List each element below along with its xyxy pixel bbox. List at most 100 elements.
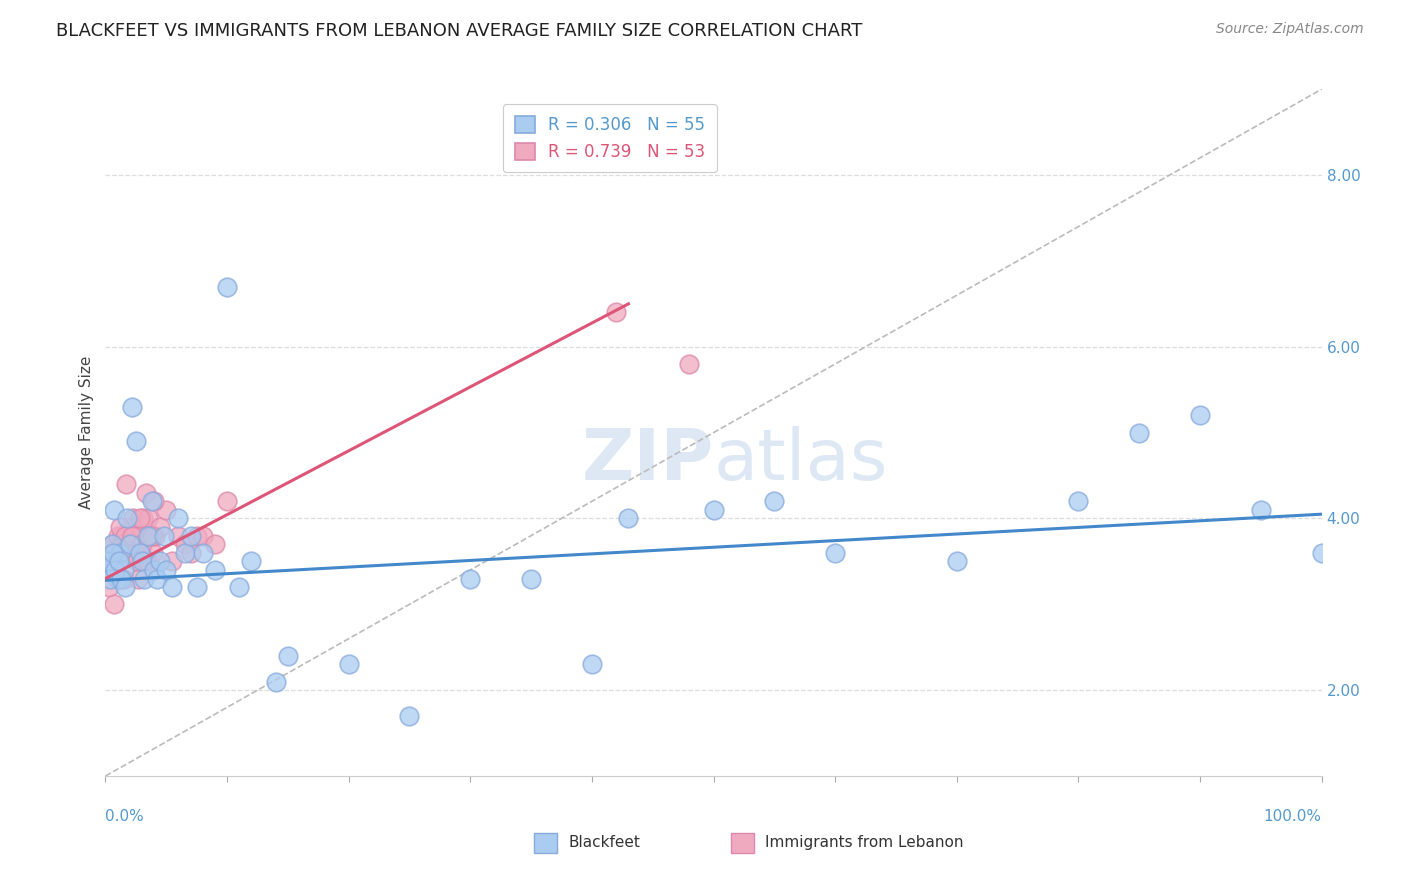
Point <box>145 572 167 586</box>
Point <box>100 554 122 568</box>
Point <box>115 477 138 491</box>
Point <box>101 537 124 551</box>
Point <box>108 546 131 560</box>
Point <box>125 434 148 449</box>
Point <box>101 546 124 560</box>
Point <box>155 503 177 517</box>
Point <box>120 520 142 534</box>
Point <box>122 511 145 525</box>
Point <box>763 494 786 508</box>
Point <box>114 528 136 542</box>
Point <box>121 400 143 414</box>
Point <box>702 503 725 517</box>
Text: ZIP: ZIP <box>581 425 713 494</box>
Point <box>98 554 121 568</box>
Point <box>228 580 250 594</box>
Point <box>117 511 139 525</box>
Point <box>111 537 134 551</box>
Point <box>112 572 135 586</box>
Point <box>107 528 129 542</box>
Point <box>135 485 157 500</box>
Text: BLACKFEET VS IMMIGRANTS FROM LEBANON AVERAGE FAMILY SIZE CORRELATION CHART: BLACKFEET VS IMMIGRANTS FROM LEBANON AVE… <box>56 22 863 40</box>
Point <box>125 528 148 542</box>
Point <box>1128 425 1150 440</box>
Point <box>134 554 156 568</box>
Point <box>153 528 176 542</box>
Point <box>824 546 846 560</box>
Point <box>134 572 156 586</box>
Point <box>96 563 118 577</box>
Point <box>118 537 141 551</box>
Point <box>167 511 190 525</box>
Point <box>186 528 208 542</box>
Text: Blackfeet: Blackfeet <box>568 836 640 850</box>
Point <box>108 554 131 568</box>
Point <box>173 546 195 560</box>
Point <box>132 511 155 525</box>
Y-axis label: Average Family Size: Average Family Size <box>79 356 94 509</box>
Point <box>127 572 149 586</box>
Point <box>125 554 148 568</box>
Point <box>581 657 603 672</box>
Point <box>114 580 136 594</box>
Point <box>96 563 118 577</box>
Point <box>121 528 143 542</box>
Point <box>107 572 129 586</box>
Point <box>605 305 627 319</box>
Point <box>1250 503 1272 517</box>
Point <box>1189 409 1212 423</box>
Legend: R = 0.306   N = 55, R = 0.739   N = 53: R = 0.306 N = 55, R = 0.739 N = 53 <box>503 104 717 172</box>
Point <box>191 546 214 560</box>
Point <box>678 357 700 371</box>
Point <box>149 554 172 568</box>
Point <box>129 546 152 560</box>
Point <box>128 546 150 560</box>
Text: 0.0%: 0.0% <box>105 809 145 823</box>
Point <box>128 511 150 525</box>
Point <box>143 494 166 508</box>
Point <box>97 563 120 577</box>
Point <box>108 554 131 568</box>
Point <box>103 598 125 612</box>
Point <box>143 528 166 542</box>
Point <box>1067 494 1090 508</box>
Point <box>141 528 163 542</box>
Point <box>204 563 226 577</box>
Point <box>180 528 202 542</box>
Point <box>337 657 360 672</box>
Point <box>277 648 299 663</box>
Point <box>117 546 139 560</box>
Point <box>162 580 184 594</box>
Point <box>117 546 139 560</box>
Point <box>118 537 141 551</box>
Point <box>131 537 153 551</box>
Point <box>98 572 121 586</box>
Point <box>155 563 177 577</box>
Point <box>173 537 195 551</box>
Point <box>204 537 226 551</box>
Point <box>104 563 127 577</box>
Text: Immigrants from Lebanon: Immigrants from Lebanon <box>765 836 963 850</box>
Point <box>162 554 184 568</box>
Point <box>167 528 190 542</box>
Point <box>136 511 159 525</box>
Point <box>124 546 146 560</box>
Point <box>136 528 159 542</box>
Point <box>217 279 239 293</box>
Point <box>110 572 132 586</box>
FancyBboxPatch shape <box>534 833 557 853</box>
Point <box>110 528 132 542</box>
Text: Source: ZipAtlas.com: Source: ZipAtlas.com <box>1216 22 1364 37</box>
Point <box>97 554 120 568</box>
Point <box>945 554 967 568</box>
Point <box>104 546 127 560</box>
Point <box>149 520 172 534</box>
Point <box>141 494 163 508</box>
Point <box>103 503 125 517</box>
Point <box>135 554 157 568</box>
Point <box>100 537 122 551</box>
FancyBboxPatch shape <box>731 833 754 853</box>
Point <box>138 528 160 542</box>
Point <box>98 554 121 568</box>
Point <box>264 674 287 689</box>
